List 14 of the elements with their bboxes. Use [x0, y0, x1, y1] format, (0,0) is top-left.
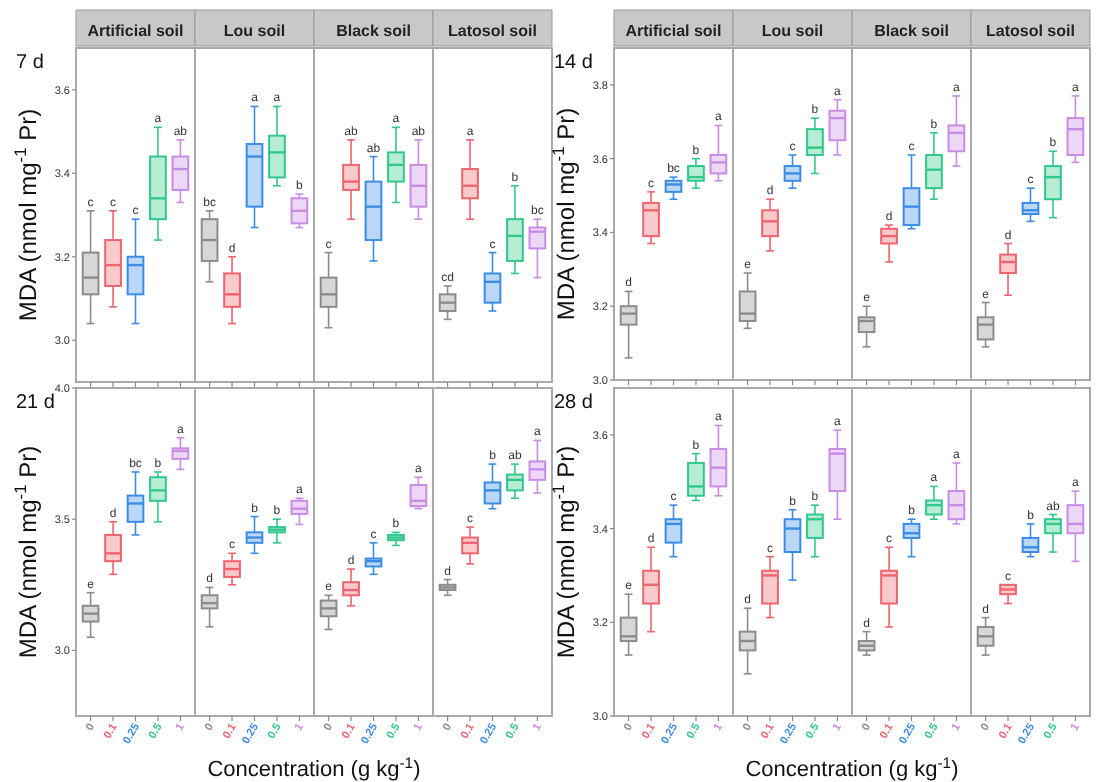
x-tick-label: Lou soil: [761, 22, 824, 40]
x-tick-label: Latosol soil: [986, 22, 1075, 40]
x-tick-label: Artificial soil: [625, 22, 722, 40]
x-tick-label: Artificial soil: [87, 22, 184, 40]
x-axis-title: Concentration (g kg$^{-1}$): [745, 753, 959, 782]
x-tick-label: Lou soil: [223, 22, 286, 40]
x-tick-label: Black soil: [874, 22, 949, 40]
x-tick-label: Latosol soil: [448, 22, 537, 40]
x-axis-title: Concentration (g kg$^{-1}$): [207, 753, 421, 782]
x-tick-label: Black soil: [336, 22, 411, 40]
text: 14 d: [554, 52, 593, 74]
text: 21 d: [16, 392, 55, 414]
text: 7 d: [16, 52, 44, 74]
text: 28 d: [554, 392, 593, 414]
